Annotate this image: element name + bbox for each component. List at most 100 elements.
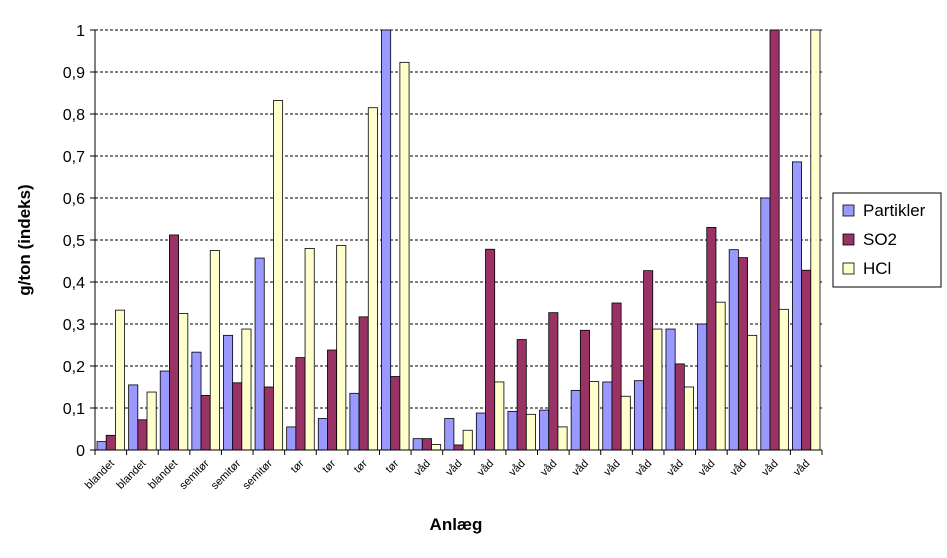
bar (462, 429, 473, 451)
x-tick-label: våd (760, 458, 781, 479)
bar (507, 410, 518, 451)
bar (263, 386, 274, 451)
bar (137, 419, 148, 451)
x-tick-label: våd (444, 458, 465, 479)
bar (295, 357, 306, 451)
bar (715, 301, 726, 451)
y-axis-title: g/ton (indeks) (15, 184, 34, 295)
bar (431, 444, 442, 451)
y-axis-ticks: 0 0,1 0,2 0,3 0,4 0,5 0,6 0,7 0,8 0,9 1 (63, 23, 95, 460)
bar (358, 316, 369, 451)
bar (747, 334, 758, 451)
bar (706, 226, 717, 451)
x-tick-label: våd (728, 458, 749, 479)
x-tick-label: blandet (115, 458, 149, 492)
x-tick-label: våd (602, 458, 623, 479)
x-axis-ticks: blandetblandetblandetsemitørsemitørsemit… (83, 450, 823, 492)
bar (548, 312, 559, 451)
bar (697, 323, 708, 451)
bar (475, 412, 486, 451)
bars (96, 29, 821, 451)
bar (399, 61, 410, 451)
bar (539, 409, 550, 451)
x-tick-label: semitør (177, 457, 212, 492)
y-tick-label: 0,8 (63, 107, 85, 124)
y-tick-label: 0,3 (63, 317, 85, 334)
bar (178, 313, 189, 451)
bar (200, 394, 211, 451)
bar (760, 197, 771, 451)
x-tick-label: våd (507, 458, 528, 479)
bar (232, 382, 243, 451)
bar (579, 329, 590, 451)
bar (191, 351, 202, 451)
bar (737, 257, 748, 451)
bar (728, 249, 739, 451)
x-tick-label: semitør (209, 457, 244, 492)
y-tick-label: 1 (76, 23, 85, 40)
bar (241, 328, 252, 451)
x-tick-label: tør (383, 457, 401, 475)
bar (516, 339, 527, 451)
x-tick-label: blandet (83, 458, 117, 492)
bar (611, 302, 622, 451)
bar (159, 370, 170, 451)
bar (444, 418, 455, 451)
bar (223, 334, 234, 451)
x-tick-label: våd (570, 458, 591, 479)
bar (273, 100, 284, 451)
bar (304, 247, 315, 451)
y-tick-label: 0,5 (63, 233, 85, 250)
x-tick-label: tør (320, 457, 338, 475)
legend-swatch (842, 262, 855, 275)
bar (254, 257, 265, 451)
bar (381, 29, 392, 451)
bar (327, 349, 338, 451)
bar (620, 395, 631, 451)
bar (209, 250, 220, 451)
y-tick-label: 0,9 (63, 65, 85, 82)
y-tick-label: 0,4 (63, 275, 85, 292)
legend-label: SO2 (863, 230, 897, 249)
bar (105, 434, 116, 451)
bar (810, 29, 821, 451)
x-tick-label: våd (696, 458, 717, 479)
bar (336, 245, 347, 451)
bar (652, 328, 663, 451)
y-tick-label: 0 (76, 443, 85, 460)
legend-swatch (842, 233, 855, 246)
bar (801, 269, 812, 451)
bar (453, 444, 464, 451)
bar (665, 328, 676, 451)
x-tick-label: våd (475, 458, 496, 479)
x-tick-label: semitør (241, 457, 276, 492)
bar (367, 107, 378, 451)
bar (349, 392, 360, 451)
bar (557, 426, 568, 451)
bar (390, 376, 401, 451)
legend-label: Partikler (863, 201, 926, 220)
legend-label: HCl (863, 259, 891, 278)
bar (683, 386, 694, 451)
bar (96, 441, 107, 451)
bar (169, 234, 180, 451)
x-tick-label: våd (633, 458, 654, 479)
bar (778, 308, 789, 451)
bar (317, 418, 328, 451)
bar (146, 391, 157, 451)
bar (412, 438, 423, 451)
y-tick-label: 0,7 (63, 149, 85, 166)
legend: Partikler SO2 HCl (832, 192, 942, 288)
bar (115, 309, 126, 451)
legend-swatch (842, 204, 855, 217)
bar (525, 413, 536, 451)
bar (643, 270, 654, 451)
x-axis-title: Anlæg (430, 515, 483, 534)
bar (421, 438, 432, 451)
axes (94, 30, 822, 451)
y-tick-label: 0,1 (63, 401, 85, 418)
bar (485, 248, 496, 451)
y-tick-label: 0,2 (63, 359, 85, 376)
x-tick-label: våd (665, 458, 686, 479)
